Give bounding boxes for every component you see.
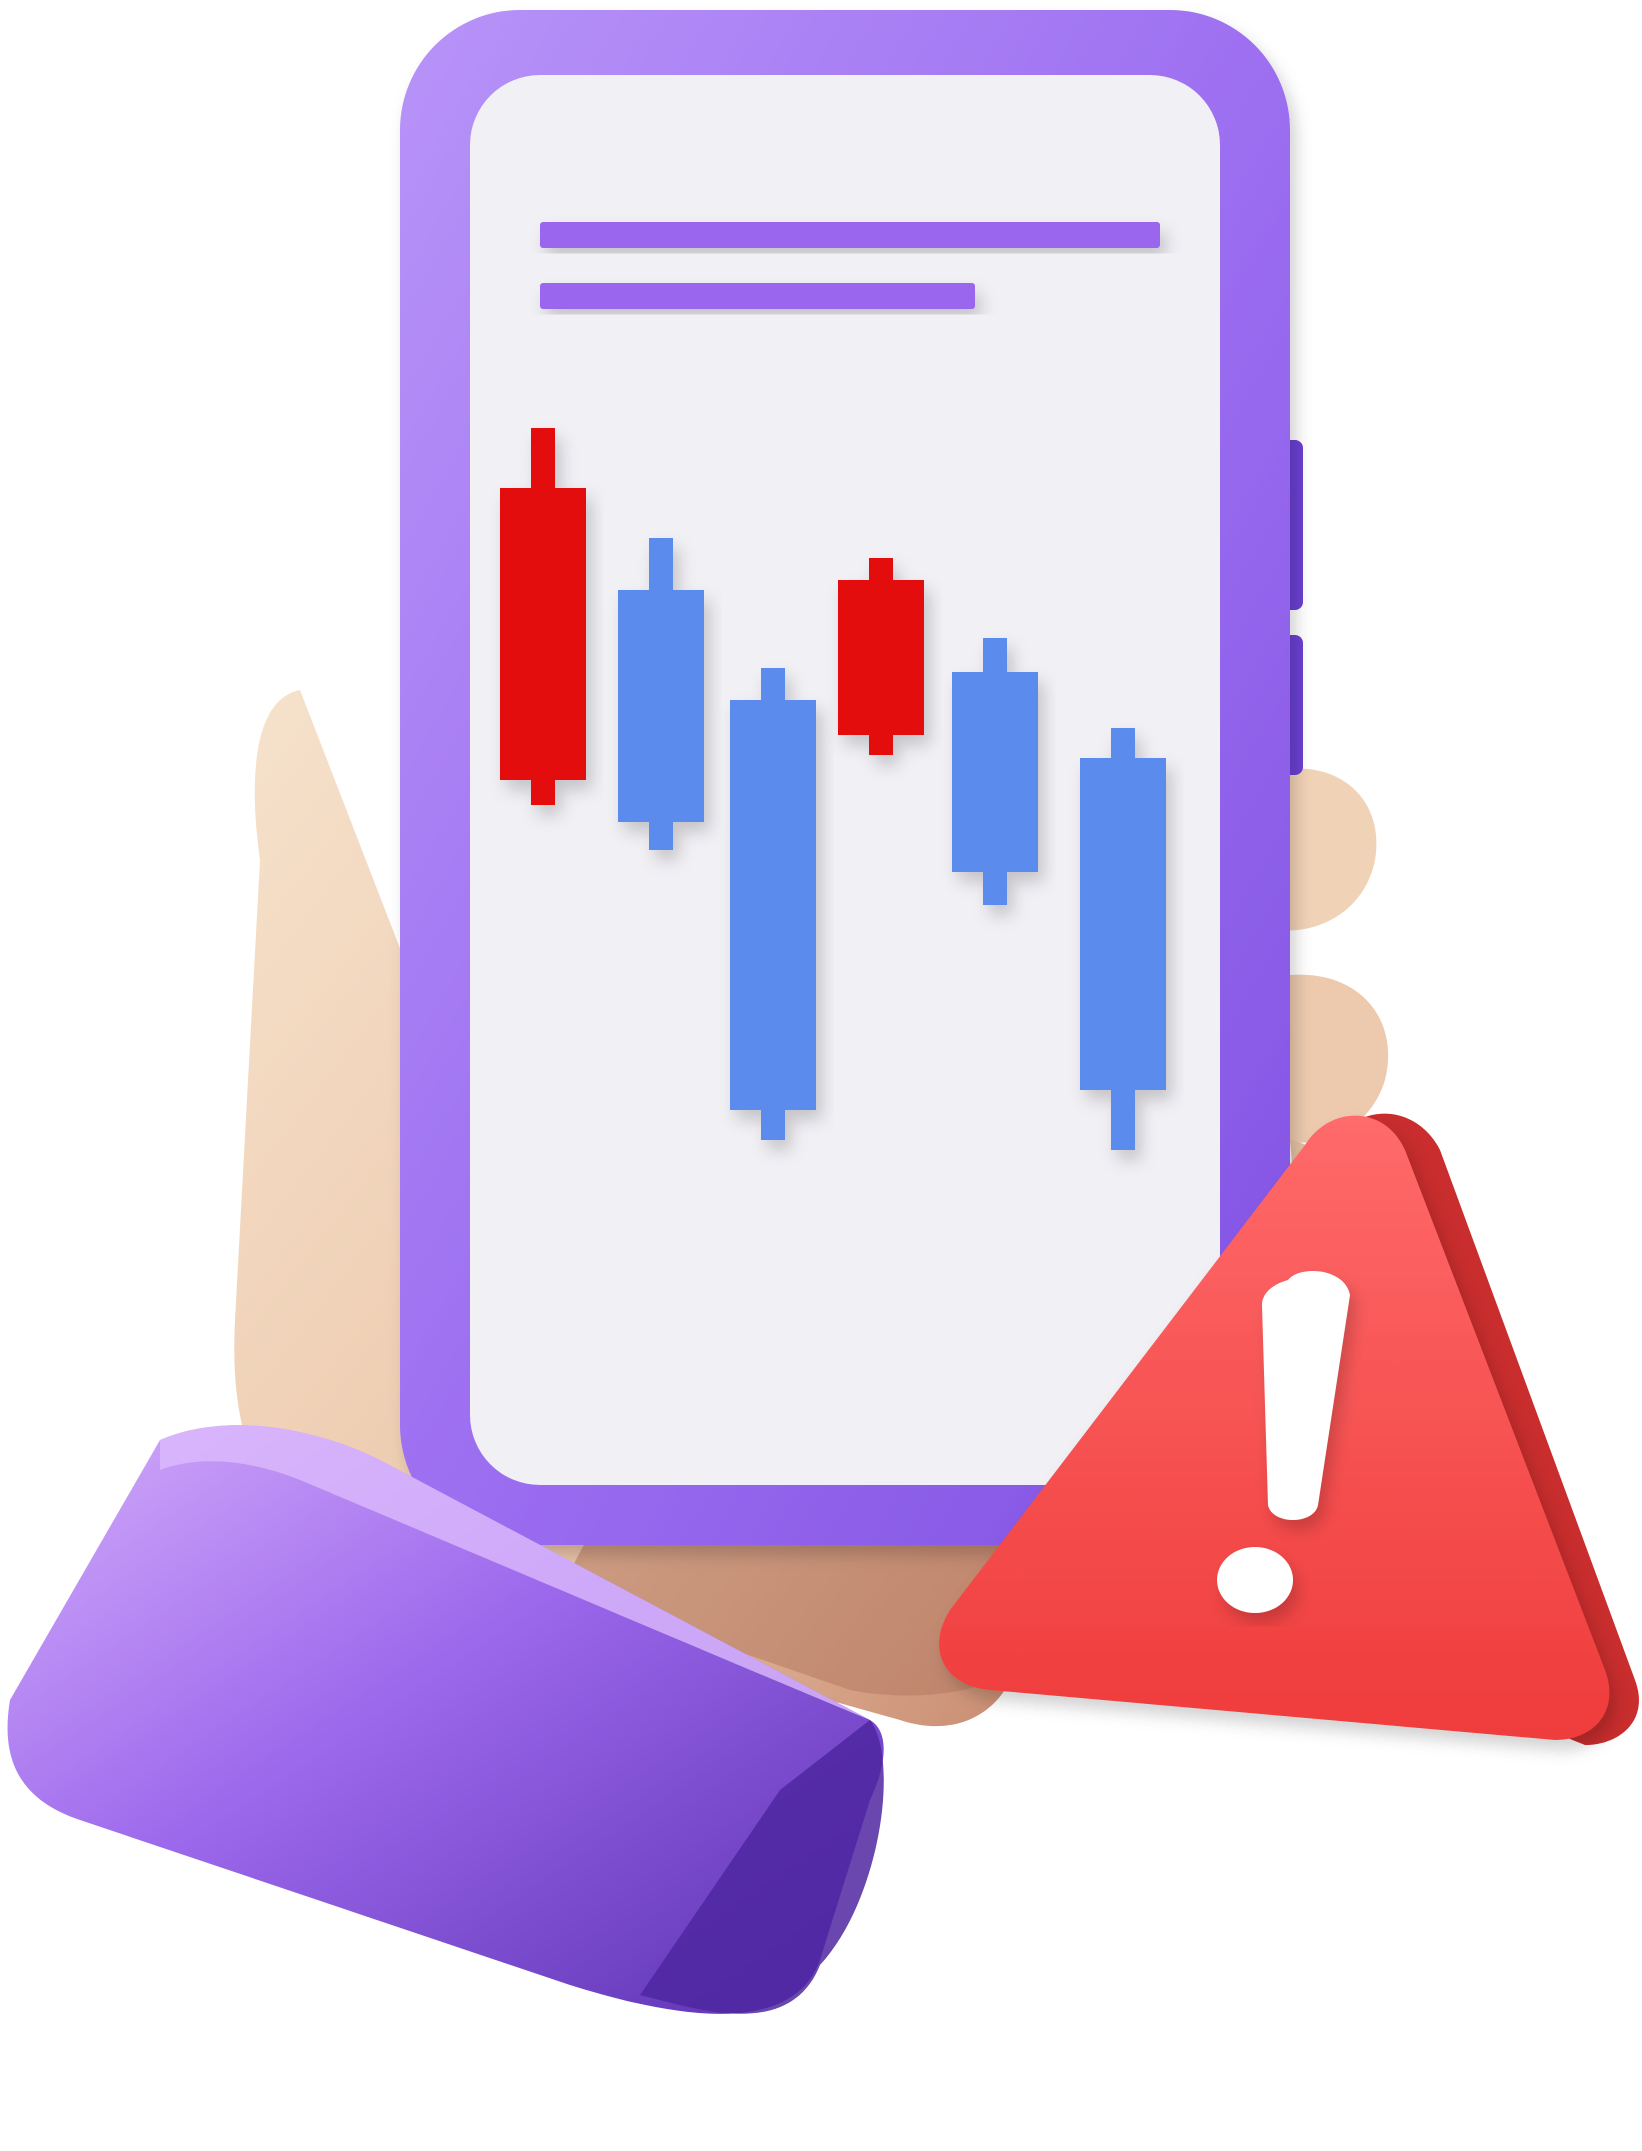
warning-triangle-icon	[939, 1113, 1639, 1745]
phone-screen	[470, 75, 1220, 1485]
candle-blue	[618, 538, 704, 850]
candle-red	[838, 558, 924, 755]
screen-text-lines	[540, 222, 1160, 309]
exclamation-dot	[1217, 1547, 1293, 1613]
candle-body	[730, 700, 816, 1110]
smartphone-icon	[400, 10, 1303, 1545]
candle-body	[952, 672, 1038, 872]
candlestick-chart-icon	[500, 428, 1166, 1150]
candle-blue	[952, 638, 1038, 905]
finger-top	[1275, 768, 1377, 931]
text-line	[540, 283, 975, 309]
candle-body	[1080, 758, 1166, 1090]
candle-blue	[1080, 728, 1166, 1150]
candle-body	[500, 488, 586, 780]
candle-body	[618, 590, 704, 822]
candle-red	[500, 428, 586, 805]
cuff-body	[7, 1425, 884, 2014]
exclamation-stem	[1262, 1271, 1350, 1520]
candle-blue	[730, 668, 816, 1140]
sleeve-cuff	[7, 1425, 884, 2014]
cuff-top-highlight	[160, 1425, 870, 1720]
finger-middle	[1280, 974, 1389, 1143]
text-line	[540, 222, 1160, 248]
candle-body	[838, 580, 924, 735]
cuff-end-shadow	[640, 1720, 884, 2014]
